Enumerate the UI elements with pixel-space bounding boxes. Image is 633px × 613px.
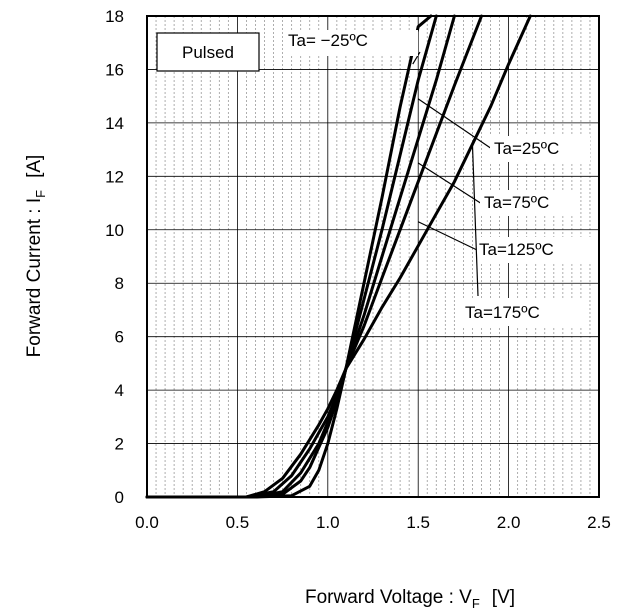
x-tick-label: 0.0 <box>135 513 159 532</box>
plot-frame <box>146 15 600 498</box>
annotation-label: Ta= −25ºC <box>288 31 368 50</box>
y-tick-label: 8 <box>115 274 124 293</box>
y-tick-labels: 0 2 4 6 8 10 12 14 16 18 <box>105 7 124 507</box>
x-axis-title-sub: F <box>472 596 480 611</box>
annotation-label: Ta=75ºC <box>484 193 549 212</box>
y-tick-label: 12 <box>105 167 124 186</box>
pulsed-badge: Pulsed <box>156 32 260 72</box>
annotation-bg <box>490 136 590 162</box>
x-axis-title-unit: [V] <box>492 587 515 608</box>
pulsed-badge-label: Pulsed <box>182 43 234 62</box>
annotation-leader <box>471 144 479 297</box>
series-group <box>145 14 532 499</box>
annotation-label: Ta=25ºC <box>494 139 559 158</box>
annotation-bg <box>462 298 582 326</box>
annotation-label: Ta=175ºC <box>465 303 540 322</box>
y-tick-label: 14 <box>105 114 124 133</box>
series-line <box>145 14 483 499</box>
x-axis-title-main: Forward Voltage : V <box>305 587 472 608</box>
series-line <box>145 14 433 499</box>
x-tick-label: 1.0 <box>316 513 340 532</box>
annotation-leader <box>417 98 493 150</box>
annotation-leader <box>417 221 478 251</box>
annotations-group: Ta= −25ºC Ta=25ºC Ta=75ºC Ta=125ºC Ta=175ºC <box>284 30 596 326</box>
y-axis-title-unit: [A] <box>24 155 45 178</box>
y-tick-label: 10 <box>105 221 124 240</box>
x-tick-label: 0.5 <box>226 513 250 532</box>
x-tick-labels: 0.0 0.5 1.0 1.5 2.0 2.5 <box>135 513 611 532</box>
y-axis-title-main: Forward Current : I <box>24 198 45 357</box>
y-axis-title-sub: F <box>33 190 48 198</box>
y-tick-label: 0 <box>115 488 124 507</box>
y-tick-label: 16 <box>105 60 124 79</box>
x-tick-label: 2.5 <box>587 513 611 532</box>
y-axis-title: Forward Current : IF [A] <box>24 155 48 358</box>
x-axis-title: Forward Voltage : VF [V] <box>305 587 515 611</box>
annotation-label: Ta=125ºC <box>479 240 554 259</box>
pulsed-badge-box <box>156 32 260 72</box>
x-tick-label: 1.5 <box>406 513 430 532</box>
y-tick-label: 6 <box>115 328 124 347</box>
x-tick-label: 2.0 <box>497 513 521 532</box>
annotation-leader <box>417 162 483 205</box>
y-tick-label: 4 <box>115 381 124 400</box>
annotation-bg <box>476 237 596 263</box>
y-tick-label: 2 <box>115 435 124 454</box>
annotation-leader <box>412 51 421 65</box>
y-tick-label: 18 <box>105 7 124 26</box>
annotation-bg <box>480 190 578 216</box>
annotation-bg <box>284 30 418 56</box>
